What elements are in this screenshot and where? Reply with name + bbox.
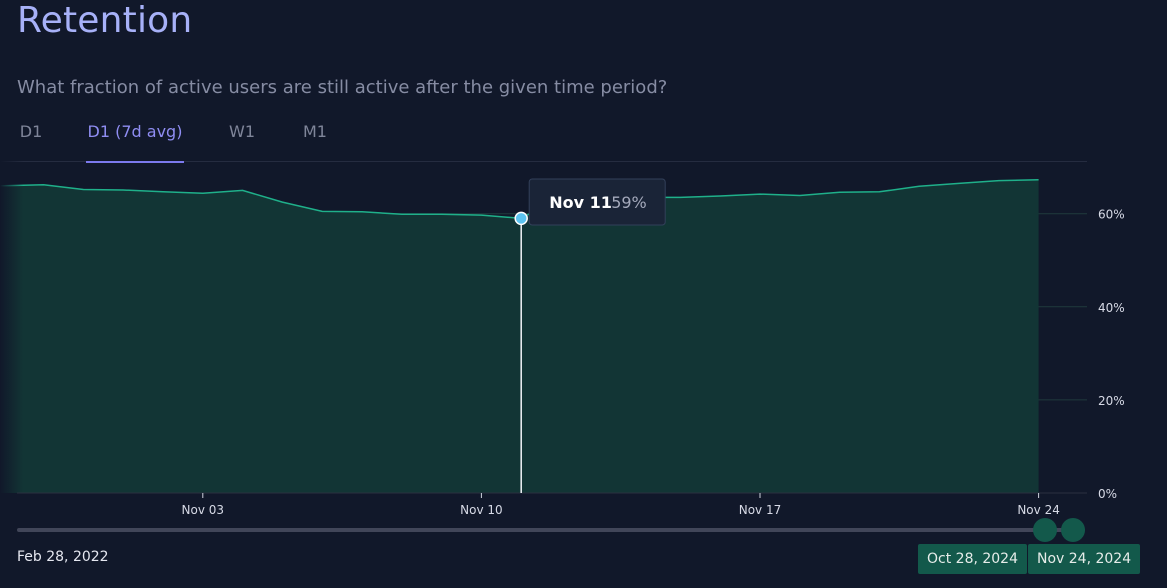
hover-point[interactable] xyxy=(514,211,528,226)
page-subtitle: What fraction of active users are still … xyxy=(17,77,668,98)
tab-label: D1 xyxy=(19,122,43,141)
x-tick-label: Nov 10 xyxy=(460,503,503,517)
range-end-date[interactable]: Nov 24, 2024 xyxy=(1028,544,1141,574)
range-end-handle[interactable] xyxy=(1061,518,1085,542)
range-start-handle[interactable] xyxy=(1033,518,1057,542)
tooltip-box xyxy=(528,178,666,226)
x-tick-label: Nov 24 xyxy=(1017,503,1060,517)
tab-label: M1 xyxy=(303,122,327,141)
tab-label: D1 (7d avg) xyxy=(87,122,183,141)
tab-d1-7d-avg[interactable]: D1 (7d avg) xyxy=(86,120,184,163)
y-tick-label: 0% xyxy=(1098,487,1117,501)
date-range-track[interactable] xyxy=(17,528,1085,532)
retention-chart[interactable]: 0% 20% 40% 60% Nov 03 Nov 10 Nov 17 Nov 24 Nov … xyxy=(0,160,1167,520)
x-tick-label: Nov 17 xyxy=(739,503,782,517)
tab-w1[interactable]: W1 xyxy=(224,120,260,161)
y-tick-label: 20% xyxy=(1098,394,1125,408)
tooltip-value: 59% xyxy=(611,193,647,212)
range-start-date[interactable]: Oct 28, 2024 xyxy=(918,544,1027,574)
x-tick-label: Nov 03 xyxy=(182,503,225,517)
y-tick-label: 60% xyxy=(1098,208,1125,222)
page-title: Retention xyxy=(17,0,193,41)
tab-m1[interactable]: M1 xyxy=(298,120,332,161)
tab-d1[interactable]: D1 xyxy=(14,120,48,161)
tooltip-date: Nov 11 xyxy=(549,193,612,212)
tab-label: W1 xyxy=(229,122,255,141)
y-tick-label: 40% xyxy=(1098,301,1125,315)
range-min-date: Feb 28, 2022 xyxy=(17,549,109,565)
metric-tabs: D1 D1 (7d avg) W1 M1 xyxy=(0,120,1087,163)
